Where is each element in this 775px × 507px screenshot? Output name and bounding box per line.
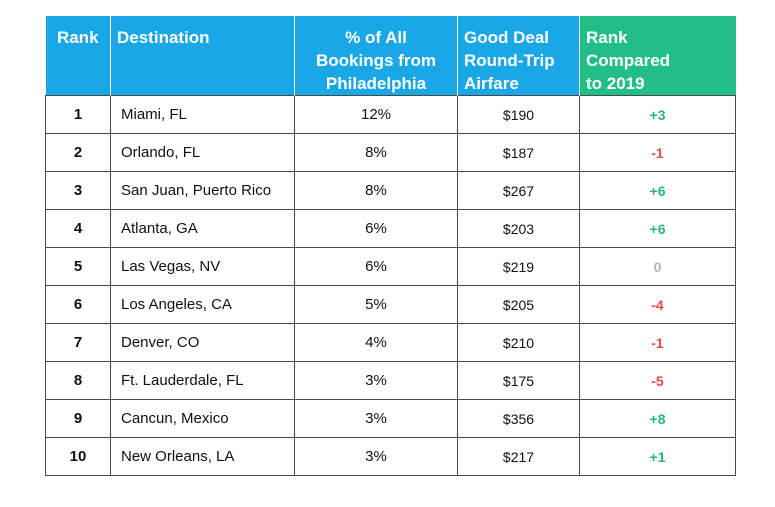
destination-cell: Denver, CO (110, 323, 295, 362)
header-bookings-pct: % of All Bookings from Philadelphia (294, 16, 458, 96)
destination-cell: Orlando, FL (110, 133, 295, 172)
destination-cell: Atlanta, GA (110, 209, 295, 248)
header-destination: Destination (110, 16, 295, 96)
airfare-cell: $205 (457, 285, 580, 324)
rank-cell: 5 (45, 247, 111, 286)
rank-change-cell: +6 (579, 171, 736, 210)
bookings-pct-cell: 5% (294, 285, 458, 324)
table-row: 6 Los Angeles, CA 5% $205 -4 (45, 285, 736, 324)
table-row: 9 Cancun, Mexico 3% $356 +8 (45, 399, 736, 438)
airfare-cell: $210 (457, 323, 580, 362)
table-row: 1 Miami, FL 12% $190 +3 (45, 95, 736, 134)
airfare-cell: $175 (457, 361, 580, 400)
header-line: Good Deal (464, 28, 550, 47)
header-line: Airfare (464, 74, 519, 93)
table-row: 3 San Juan, Puerto Rico 8% $267 +6 (45, 171, 736, 210)
table-row: 10 New Orleans, LA 3% $217 +1 (45, 437, 736, 476)
table-row: 8 Ft. Lauderdale, FL 3% $175 -5 (45, 361, 736, 400)
bookings-pct-cell: 3% (294, 361, 458, 400)
airfare-cell: $203 (457, 209, 580, 248)
destination-cell: New Orleans, LA (110, 437, 295, 476)
rank-change-cell: -4 (579, 285, 736, 324)
rank-change-cell: +8 (579, 399, 736, 438)
rank-change-cell: -5 (579, 361, 736, 400)
rank-cell: 3 (45, 171, 111, 210)
header-row: Rank Destination % of All Bookings from Ph… (45, 16, 736, 96)
header-line: Round-Trip (464, 51, 555, 70)
airfare-cell: $219 (457, 247, 580, 286)
header-line: Compared (586, 51, 671, 70)
table-row: 5 Las Vegas, NV 6% $219 0 (45, 247, 736, 286)
rank-cell: 6 (45, 285, 111, 324)
header-line: % of All (345, 28, 407, 47)
header-line: Philadelphia (325, 74, 427, 93)
bookings-pct-cell: 8% (294, 171, 458, 210)
header-line: to 2019 (586, 74, 645, 93)
rank-cell: 7 (45, 323, 111, 362)
table-row: 7 Denver, CO 4% $210 -1 (45, 323, 736, 362)
rank-change-cell: +1 (579, 437, 736, 476)
destination-cell: San Juan, Puerto Rico (110, 171, 295, 210)
airfare-cell: $187 (457, 133, 580, 172)
airfare-cell: $190 (457, 95, 580, 134)
table-body: 1 Miami, FL 12% $190 +3 2 Orlando, FL 8% $187 -1 3… (45, 95, 736, 476)
rank-change-cell: 0 (579, 247, 736, 286)
bookings-pct-cell: 8% (294, 133, 458, 172)
rank-cell: 2 (45, 133, 111, 172)
header-rank: Rank (45, 16, 111, 96)
bookings-pct-cell: 12% (294, 95, 458, 134)
rank-cell: 1 (45, 95, 111, 134)
header-line: Destination (117, 28, 210, 47)
destination-cell: Cancun, Mexico (110, 399, 295, 438)
table-row: 4 Atlanta, GA 6% $203 +6 (45, 209, 736, 248)
header-line: Rank (56, 28, 99, 47)
header-line: Bookings from (316, 51, 436, 70)
rank-cell: 10 (45, 437, 111, 476)
header-airfare: Good Deal Round-Trip Airfare (457, 16, 580, 96)
airfare-cell: $356 (457, 399, 580, 438)
rank-cell: 9 (45, 399, 111, 438)
bookings-pct-cell: 6% (294, 209, 458, 248)
bookings-pct-cell: 3% (294, 399, 458, 438)
rank-change-cell: +3 (579, 95, 736, 134)
rank-cell: 4 (45, 209, 111, 248)
destination-cell: Las Vegas, NV (110, 247, 295, 286)
bookings-pct-cell: 4% (294, 323, 458, 362)
destinations-table: Rank Destination % of All Bookings from Ph… (45, 16, 736, 476)
destination-cell: Miami, FL (110, 95, 295, 134)
header-line: Rank (586, 28, 628, 47)
bookings-pct-cell: 3% (294, 437, 458, 476)
table-row: 2 Orlando, FL 8% $187 -1 (45, 133, 736, 172)
airfare-cell: $217 (457, 437, 580, 476)
rank-change-cell: -1 (579, 323, 736, 362)
destination-cell: Los Angeles, CA (110, 285, 295, 324)
header-rank-change: Rank Compared to 2019 (579, 16, 736, 96)
rank-change-cell: +6 (579, 209, 736, 248)
bookings-pct-cell: 6% (294, 247, 458, 286)
airfare-cell: $267 (457, 171, 580, 210)
destination-cell: Ft. Lauderdale, FL (110, 361, 295, 400)
rank-cell: 8 (45, 361, 111, 400)
rank-change-cell: -1 (579, 133, 736, 172)
